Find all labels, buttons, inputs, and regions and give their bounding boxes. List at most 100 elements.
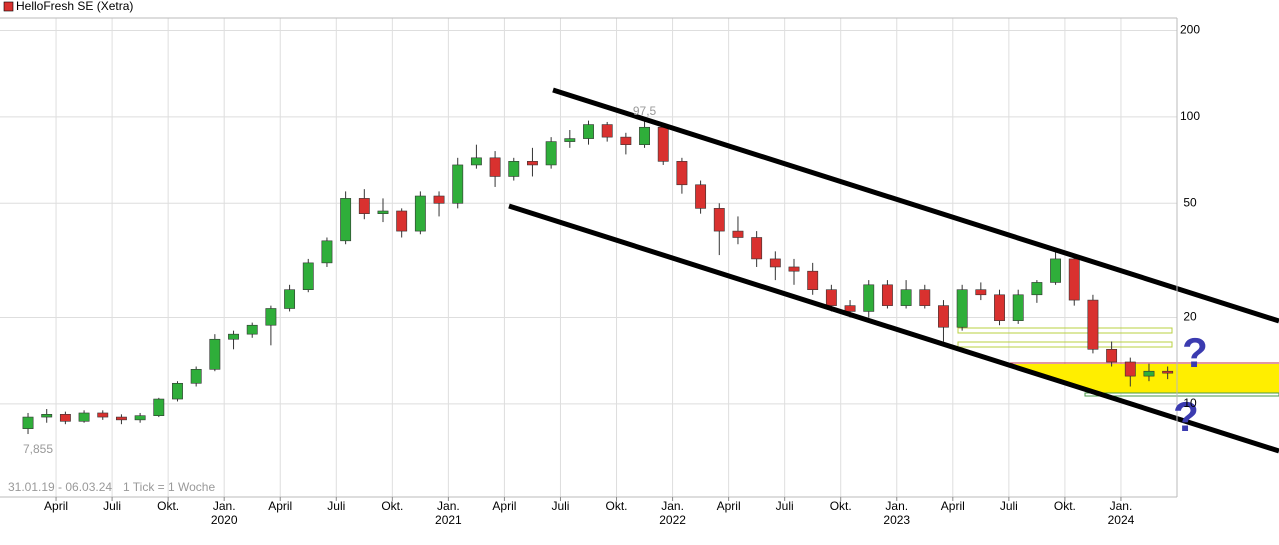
x-year-label: 2023: [883, 513, 910, 527]
candle-body: [657, 126, 669, 162]
candle-body: [676, 161, 688, 186]
candle-body: [489, 157, 501, 177]
candle-body: [59, 414, 71, 422]
y-tick-label: 10: [1183, 396, 1197, 410]
candle-body: [620, 136, 632, 145]
candle-body: [115, 416, 127, 421]
candle-body: [134, 415, 146, 421]
x-tick-label: Jan.: [661, 499, 684, 513]
legend-label: HelloFresh SE (Xetra): [16, 0, 133, 13]
candle-body: [1012, 294, 1024, 321]
candle-body: [78, 412, 90, 422]
zone-box: [1084, 392, 1279, 397]
candle-body: [321, 240, 333, 264]
x-tick-label: Okt.: [606, 499, 628, 513]
candle-body: [452, 164, 464, 204]
x-tick-label: Jan.: [213, 499, 236, 513]
candle-body: [863, 284, 875, 312]
candle-body: [209, 338, 221, 370]
candle-body: [414, 195, 426, 232]
candle-body: [41, 414, 53, 418]
candle-body: [975, 289, 987, 296]
candle-body: [246, 324, 258, 335]
trend-line-upper: [552, 87, 1279, 324]
candle-body: [228, 333, 239, 340]
candle-body: [713, 208, 725, 232]
x-tick-label: Okt.: [830, 499, 852, 513]
x-tick-label: Jan.: [437, 499, 460, 513]
candle-body: [172, 382, 183, 400]
candle-body: [433, 195, 445, 204]
tick-info-label: 1 Tick = 1 Woche: [123, 480, 215, 494]
x-tick-label: Juli: [103, 499, 121, 513]
candle-body: [190, 369, 202, 384]
trend-line-lower: [508, 203, 1279, 454]
candle-body: [1031, 282, 1043, 296]
question-mark: ?: [1173, 393, 1199, 440]
x-year-label: 2024: [1108, 513, 1135, 527]
x-tick-label: Okt.: [381, 499, 403, 513]
support-zone: [1010, 364, 1279, 393]
zone-box: [957, 327, 1173, 334]
candle-body: [639, 126, 650, 145]
x-tick-label: April: [44, 499, 68, 513]
x-tick-label: Jan.: [1110, 499, 1133, 513]
candle-body: [994, 294, 1005, 321]
candle-body: [22, 416, 34, 429]
x-year-label: 2021: [435, 513, 462, 527]
zone-box: [957, 341, 1173, 348]
candle-body: [601, 124, 613, 138]
x-tick-label: Jan.: [885, 499, 908, 513]
candle-body: [919, 289, 931, 306]
candle-body: [844, 305, 856, 312]
candle-body: [1050, 258, 1062, 283]
x-year-label: 2020: [211, 513, 238, 527]
x-tick-label: Juli: [776, 499, 794, 513]
candle-body: [1124, 361, 1136, 377]
x-tick-label: Okt.: [1054, 499, 1076, 513]
x-tick-label: April: [492, 499, 516, 513]
y-tick-label: 100: [1180, 109, 1200, 123]
x-tick-label: April: [717, 499, 741, 513]
candle-body: [1106, 348, 1118, 363]
candle-body: [1087, 299, 1099, 350]
candle-body: [377, 210, 389, 214]
x-tick-label: April: [268, 499, 292, 513]
x-tick-label: Juli: [551, 499, 569, 513]
candle-body: [1143, 370, 1155, 377]
x-tick-label: Okt.: [157, 499, 179, 513]
candle-body: [956, 289, 968, 328]
candle-body: [881, 284, 893, 306]
candle-body: [265, 308, 277, 326]
x-tick-label: Juli: [1000, 499, 1018, 513]
candle-body: [527, 161, 538, 166]
candle-body: [1162, 370, 1174, 374]
candle-body: [583, 124, 594, 139]
x-tick-label: Juli: [327, 499, 345, 513]
candle-body: [564, 138, 576, 142]
candle-body: [302, 262, 314, 290]
candle-body: [788, 266, 800, 272]
legend-swatch: [3, 1, 14, 12]
candle-body: [825, 289, 837, 306]
x-year-label: 2022: [659, 513, 686, 527]
candle-body: [358, 198, 370, 214]
candles: [22, 120, 1174, 435]
y-tick-label: 200: [1180, 23, 1200, 37]
candle-body: [340, 198, 352, 242]
candle-body: [396, 210, 408, 232]
candle-body: [751, 237, 763, 260]
y-tick-label: 50: [1183, 195, 1197, 209]
candle-body: [1068, 258, 1080, 301]
candle-body: [807, 270, 819, 290]
candle-body: [732, 230, 744, 238]
x-tick-label: April: [941, 499, 965, 513]
candle-body: [508, 161, 520, 177]
candle-body: [938, 305, 949, 328]
y-tick-label: 20: [1183, 310, 1197, 324]
point-label: 97,5: [633, 104, 657, 118]
candle-body: [97, 412, 109, 418]
candle-body: [545, 141, 557, 166]
